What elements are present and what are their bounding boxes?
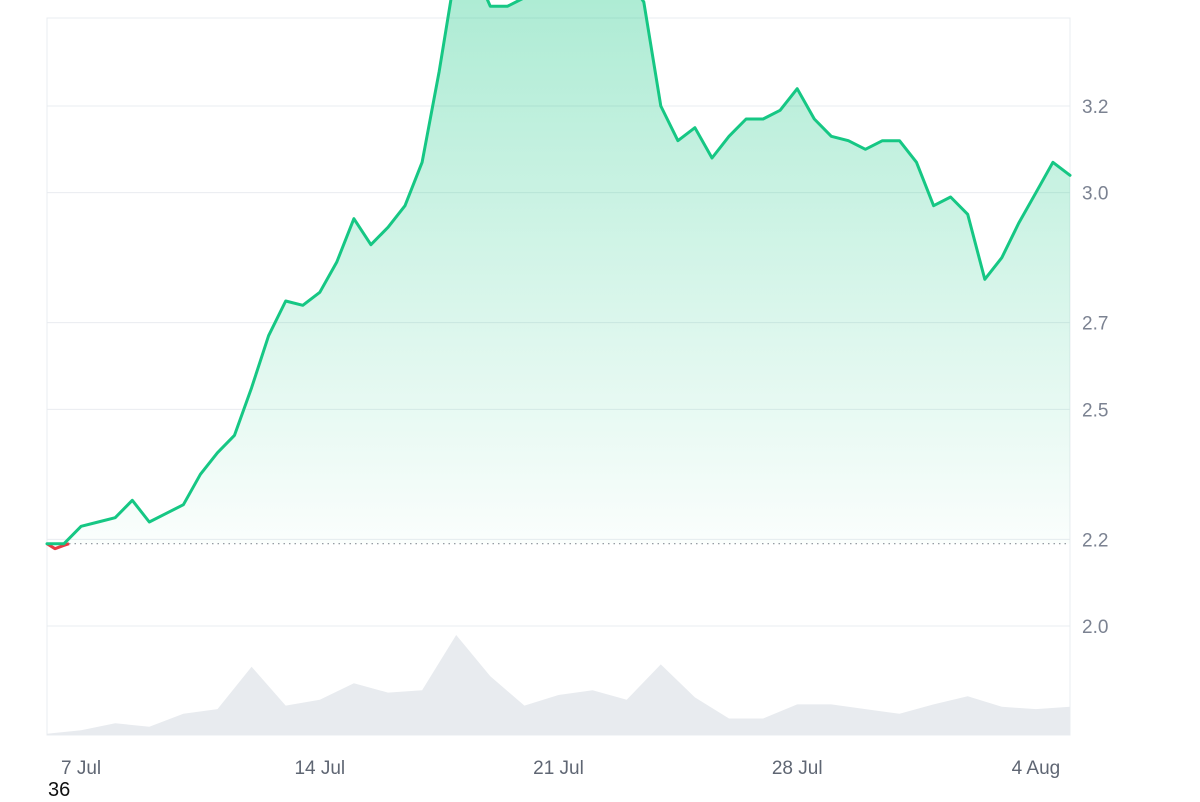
y-tick-label: 2.2 xyxy=(1082,530,1108,551)
price-line-down xyxy=(46,542,70,551)
y-tick-label: 3.2 xyxy=(1082,97,1108,118)
x-tick-label: 21 Jul xyxy=(533,758,584,779)
x-tick-label: 14 Jul xyxy=(294,758,345,779)
x-tick-label: 4 Aug xyxy=(1012,758,1061,779)
y-tick-label: 3.0 xyxy=(1082,184,1108,205)
x-tick-label: 7 Jul xyxy=(61,758,101,779)
y-tick-label: 2.0 xyxy=(1082,617,1108,638)
corner-label: 36 xyxy=(48,779,71,801)
x-tick-label: 28 Jul xyxy=(772,758,823,779)
price-line xyxy=(45,0,1072,546)
volume-area xyxy=(47,635,1070,735)
y-tick-label: 2.5 xyxy=(1082,400,1108,421)
y-tick-label: 2.7 xyxy=(1082,314,1108,335)
price-area xyxy=(47,0,1070,544)
